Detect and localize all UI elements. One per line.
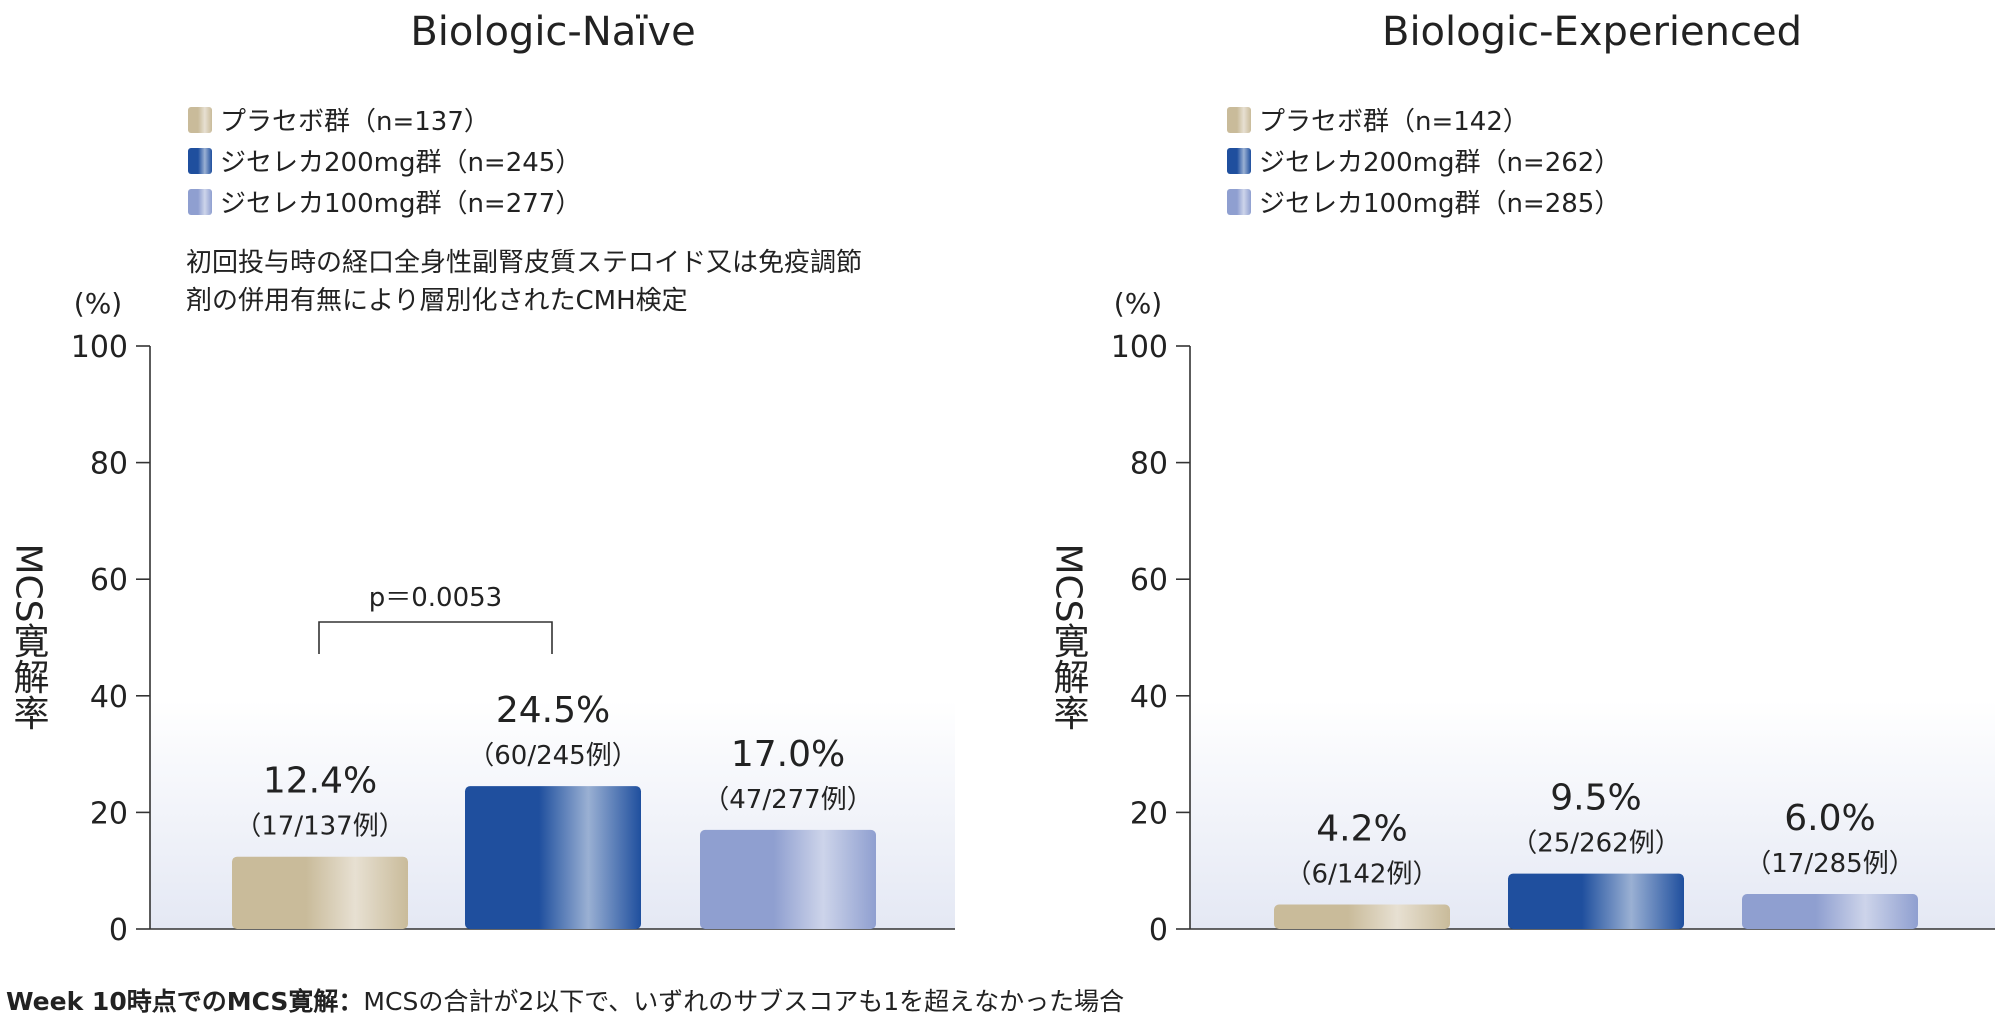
bar-count-label: （17/137例） (235, 812, 404, 842)
bar (1742, 894, 1918, 929)
bar-value-label: 17.0% (731, 734, 845, 775)
chart-title: Biologic-Experienced (1382, 9, 1802, 55)
y-axis-title: MCS寛解率 (1048, 543, 1089, 730)
legend-swatch (188, 148, 212, 174)
bar-value-label: 4.2% (1316, 809, 1407, 850)
bar-value-label: 12.4% (263, 761, 377, 802)
legend-label: ジセレカ200mg群（n=262） (1259, 148, 1620, 178)
y-axis-title: MCS寛解率 (8, 543, 49, 730)
bar (465, 786, 641, 929)
legend-label: ジセレカ200mg群（n=245） (220, 148, 581, 178)
legend-label: プラセボ群（n=142） (1259, 107, 1529, 137)
y-tick-label: 0 (1149, 913, 1168, 948)
y-unit-label: (%) (1114, 287, 1162, 320)
bar-count-label: （60/245例） (468, 741, 637, 771)
y-tick-label: 60 (1130, 563, 1168, 598)
bar-count-label: （6/142例） (1286, 860, 1439, 890)
bar (1274, 904, 1450, 929)
legend-swatch (1227, 107, 1251, 133)
bar-value-label: 24.5% (496, 690, 610, 731)
bar (700, 829, 876, 929)
legend-swatch (1227, 189, 1251, 215)
bar-count-label: （25/262例） (1511, 829, 1680, 859)
y-tick-label: 100 (71, 330, 128, 365)
chart-panel-1: Biologic-Naïve プラセボ群（n=137） ジセレカ200mg群（n=2… (8, 9, 955, 948)
y-tick-label: 80 (90, 447, 128, 482)
y-tick-label: 80 (1130, 447, 1168, 482)
significance-bracket (318, 621, 553, 654)
legend-label: ジセレカ100mg群（n=285） (1259, 189, 1620, 219)
p-value-label: p＝0.0053 (369, 583, 502, 613)
y-tick-label: 0 (109, 913, 128, 948)
footnote-bold: Week 10時点でのMCS寛解： (6, 987, 364, 1016)
bar (1508, 873, 1684, 929)
y-tick-label: 40 (1130, 680, 1168, 715)
legend-label: ジセレカ100mg群（n=277） (220, 189, 581, 219)
bar-count-label: （17/285例） (1745, 849, 1914, 879)
y-unit-label: (%) (74, 287, 122, 320)
footnote: Week 10時点でのMCS寛解：MCSの合計が2以下で、いずれのサブスコアも1… (6, 982, 1124, 1018)
y-tick-label: 100 (1111, 330, 1168, 365)
bar (232, 856, 408, 929)
y-tick-label: 20 (1130, 796, 1168, 831)
footnote-text: MCSの合計が2以下で、いずれのサブスコアも1を超えなかった場合 (363, 987, 1125, 1016)
legend-label: プラセボ群（n=137） (220, 107, 490, 137)
y-tick-label: 20 (90, 796, 128, 831)
legend-swatch (188, 189, 212, 215)
y-tick-label: 60 (90, 563, 128, 598)
bar-value-label: 9.5% (1550, 778, 1641, 819)
chart-panel-2: Biologic-Experienced プラセボ群（n=142） ジセレカ200m… (1048, 9, 1995, 948)
test-note-line: 初回投与時の経口全身性副腎皮質ステロイド又は免疫調節 (186, 248, 862, 278)
y-tick-label: 40 (90, 680, 128, 715)
legend-swatch (1227, 148, 1251, 174)
legend-swatch (188, 107, 212, 133)
bar-value-label: 6.0% (1784, 798, 1875, 839)
test-note-line: 剤の併用有無により層別化されたCMH検定 (186, 286, 688, 316)
bar-count-label: （47/277例） (703, 785, 872, 815)
chart-title: Biologic-Naïve (410, 9, 695, 55)
